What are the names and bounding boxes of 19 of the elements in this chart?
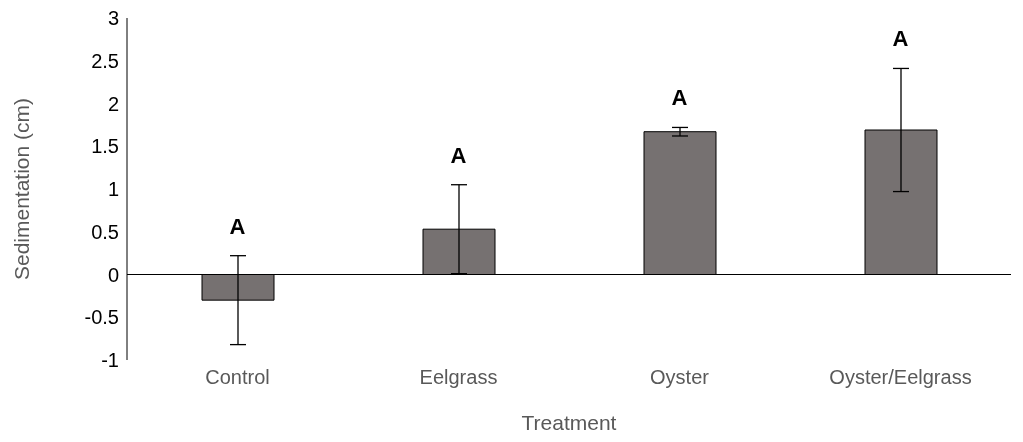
y-tick-label: -0.5 xyxy=(84,306,119,329)
y-tick-label: 2.5 xyxy=(91,49,119,72)
y-tick-label: 1.5 xyxy=(91,135,119,158)
y-tick-label: 0.5 xyxy=(91,220,119,243)
x-tick-label: Oyster/Eelgrass xyxy=(829,366,972,388)
y-tick-label: 2 xyxy=(107,92,119,115)
annotation: A xyxy=(892,26,909,52)
y-tick-label: -1 xyxy=(101,349,119,372)
x-tick-label: Eelgrass xyxy=(419,366,498,388)
y-axis-title: Sedimentation (cm) xyxy=(10,97,34,281)
annotation: A xyxy=(671,85,688,111)
y-tick-label: 0 xyxy=(107,263,119,286)
annotation: A xyxy=(450,142,467,168)
annotation: A xyxy=(229,213,246,239)
y-tick-label: 3 xyxy=(107,7,119,30)
x-tick-label: Oyster xyxy=(650,366,710,388)
y-tick-label: 1 xyxy=(107,178,119,201)
x-tick-label: Control xyxy=(205,366,270,388)
x-axis-title: Treatment xyxy=(521,411,617,434)
